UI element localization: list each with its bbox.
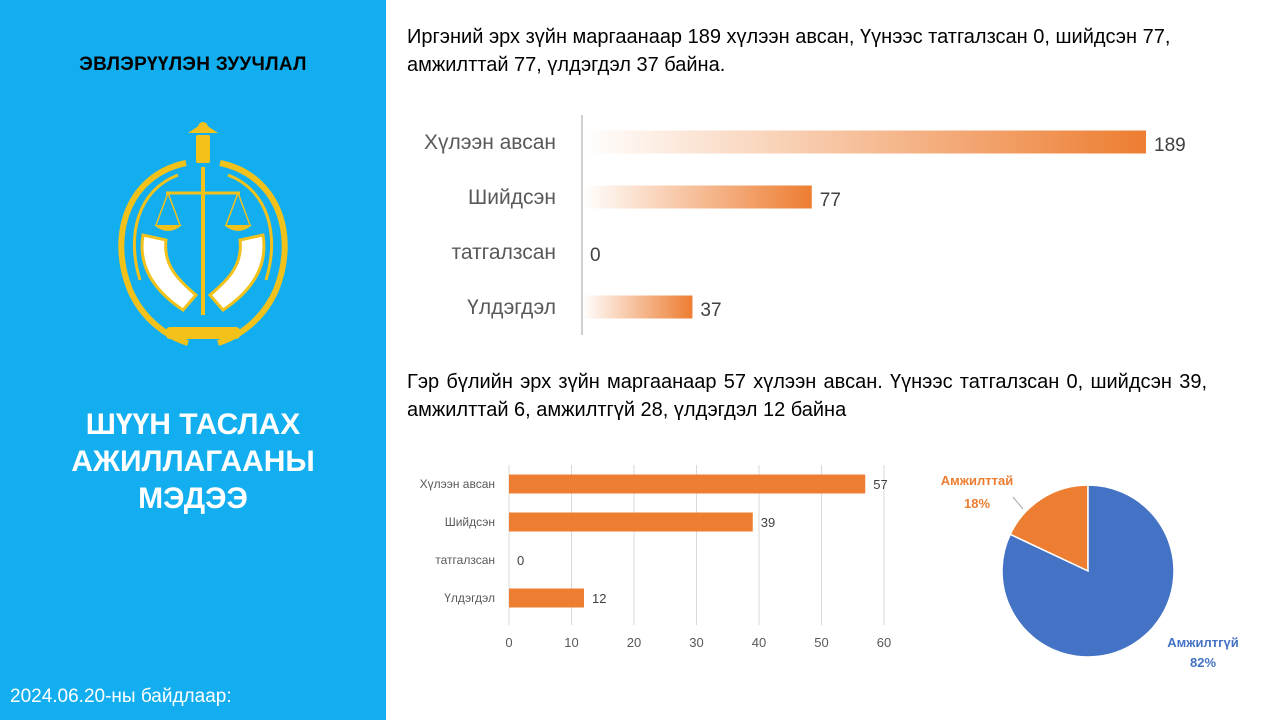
x-tick-label: 50 — [814, 635, 828, 650]
category-label: татгалзсан — [451, 241, 556, 264]
sidebar-panel — [0, 0, 386, 720]
data-label: 189 — [1154, 135, 1186, 156]
slice-label: Амжилттай — [941, 473, 1013, 488]
bar — [509, 474, 866, 494]
data-label: 12 — [592, 591, 606, 606]
report-title-line: АЖИЛЛАГААНЫ — [71, 445, 315, 478]
category-label: Шийдсэн — [445, 515, 495, 529]
slice-label: Амжилтгүй — [1167, 635, 1238, 650]
data-date-note: 2024.06.20-ны байдлаар: — [10, 686, 232, 707]
data-label: 57 — [873, 477, 887, 492]
bar — [509, 588, 584, 608]
x-tick-label: 0 — [505, 635, 512, 650]
civil-dispute-summary: Иргэний эрх зүйн маргаанаар 189 хүлээн а… — [407, 26, 1171, 76]
family-dispute-summary: Гэр бүлийн эрх зүйн маргаанаар 57 хүлээн… — [407, 371, 1207, 421]
bar — [582, 185, 812, 209]
data-label: 0 — [517, 553, 524, 568]
pie-slice — [1009, 484, 1089, 573]
data-label: 0 — [590, 245, 601, 266]
organization-name: ЭВЛЭРҮҮЛЭН ЗУУЧЛАЛ — [79, 54, 307, 75]
category-label: Шийдсэн — [468, 186, 556, 209]
category-label: Хүлээн авсан — [420, 477, 495, 491]
data-label: 37 — [700, 300, 721, 321]
family-outcome-pie-chart: Амжилттай 18% Амжилтгүй 82% — [941, 473, 1239, 670]
court-emblem-icon — [118, 122, 288, 346]
slice-value-label: 82% — [1190, 655, 1216, 670]
x-tick-label: 20 — [627, 635, 641, 650]
data-label: 39 — [761, 515, 775, 530]
slice-value-label: 18% — [964, 496, 990, 511]
x-tick-label: 60 — [877, 635, 891, 650]
x-tick-label: 30 — [689, 635, 703, 650]
report-title-line: МЭДЭЭ — [138, 482, 248, 515]
bar — [509, 512, 753, 532]
bar — [582, 295, 693, 319]
data-label: 77 — [820, 190, 841, 211]
x-tick-label: 10 — [564, 635, 578, 650]
civil-cases-bar-chart: Хүлээн авсан 189 Шийдсэн 77 татгалзсан 0 Үлдэг… — [424, 115, 1186, 335]
category-label: татгалзсан — [435, 553, 495, 567]
category-label: Үлдэгдэл — [444, 591, 495, 605]
category-label: Хүлээн авсан — [424, 131, 556, 154]
report-title-line: ШҮҮН ТАСЛАХ — [85, 408, 301, 441]
bar — [582, 130, 1146, 154]
x-tick-label: 40 — [752, 635, 766, 650]
pie-slice — [1001, 484, 1175, 658]
family-cases-bar-chart: 0 10 20 30 40 50 60 Хүлээн авсан 57 Шийдсэн 39 татг… — [420, 465, 891, 650]
report-title: ШҮҮН ТАСЛАХ АЖИЛЛАГААНЫ МЭДЭЭ — [40, 406, 346, 517]
leader-line — [1012, 496, 1024, 510]
category-label: Үлдэгдэл — [467, 296, 556, 319]
